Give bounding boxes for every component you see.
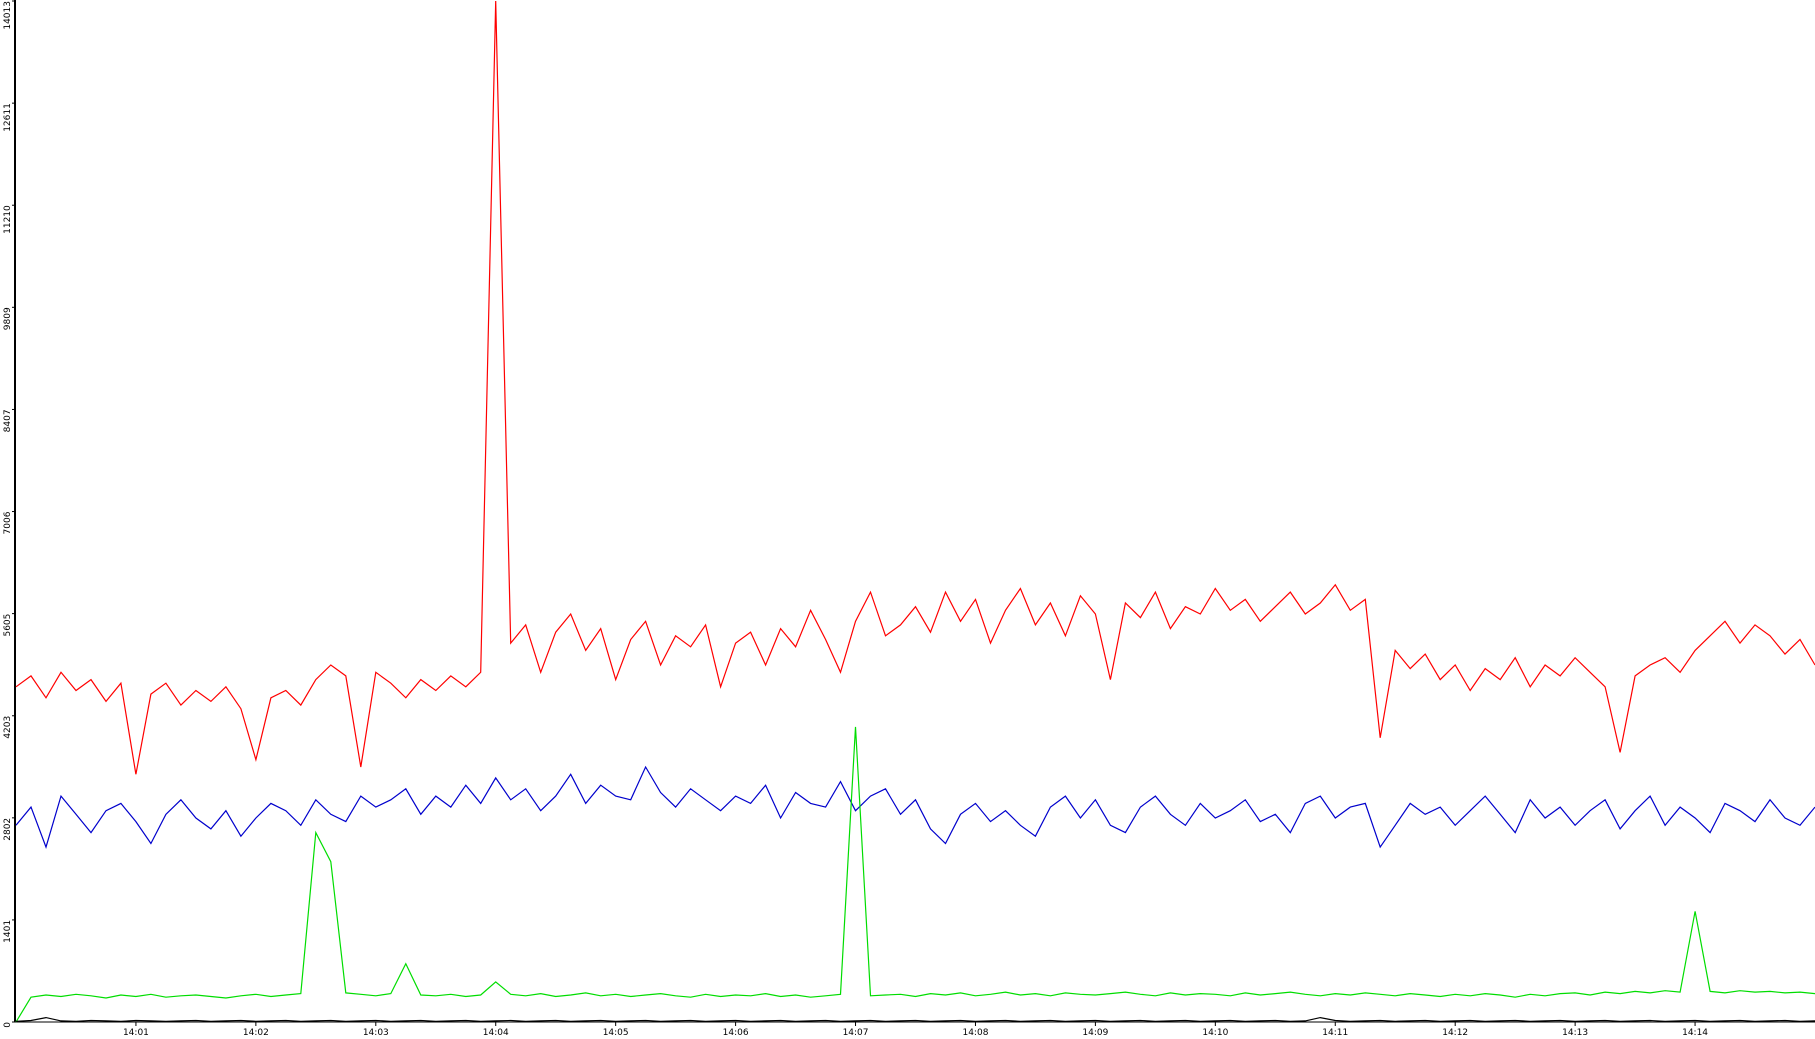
y-tick-label: 9809 — [3, 307, 13, 330]
x-tick-label: 14:12 — [1442, 1028, 1468, 1038]
x-tick-label: 14:07 — [843, 1028, 869, 1038]
y-tick-label: 2802 — [3, 818, 13, 841]
y-tick-label: 14013 — [3, 1, 13, 30]
x-tick-label: 14:14 — [1682, 1028, 1708, 1038]
y-tick-label: 8407 — [3, 409, 13, 432]
x-tick-label: 14:05 — [603, 1028, 629, 1038]
y-tick-label: 1401 — [3, 920, 13, 943]
x-tick-label: 14:06 — [723, 1028, 749, 1038]
y-tick-label: 4203 — [3, 716, 13, 739]
x-tick-label: 14:03 — [363, 1028, 389, 1038]
y-tick-label: 7006 — [3, 511, 13, 534]
series-line — [15, 726, 1815, 1023]
x-tick-label: 14:08 — [962, 1028, 988, 1038]
y-tick-label: 11210 — [3, 205, 13, 234]
series-line — [15, 1016, 1815, 1022]
y-tick-label: 12611 — [3, 103, 13, 132]
x-tick-label: 14:13 — [1562, 1028, 1588, 1038]
x-tick-label: 14:02 — [243, 1028, 269, 1038]
y-tick-label: 0 — [3, 1022, 13, 1028]
x-tick-label: 14:09 — [1082, 1028, 1108, 1038]
x-tick-label: 14:11 — [1322, 1028, 1348, 1038]
x-tick-label: 14:10 — [1202, 1028, 1228, 1038]
series-line — [15, 765, 1815, 849]
y-tick-label: 5605 — [3, 614, 13, 637]
x-tick-label: 14:01 — [123, 1028, 149, 1038]
series-line — [15, 0, 1815, 775]
x-tick-label: 14:04 — [483, 1028, 509, 1038]
